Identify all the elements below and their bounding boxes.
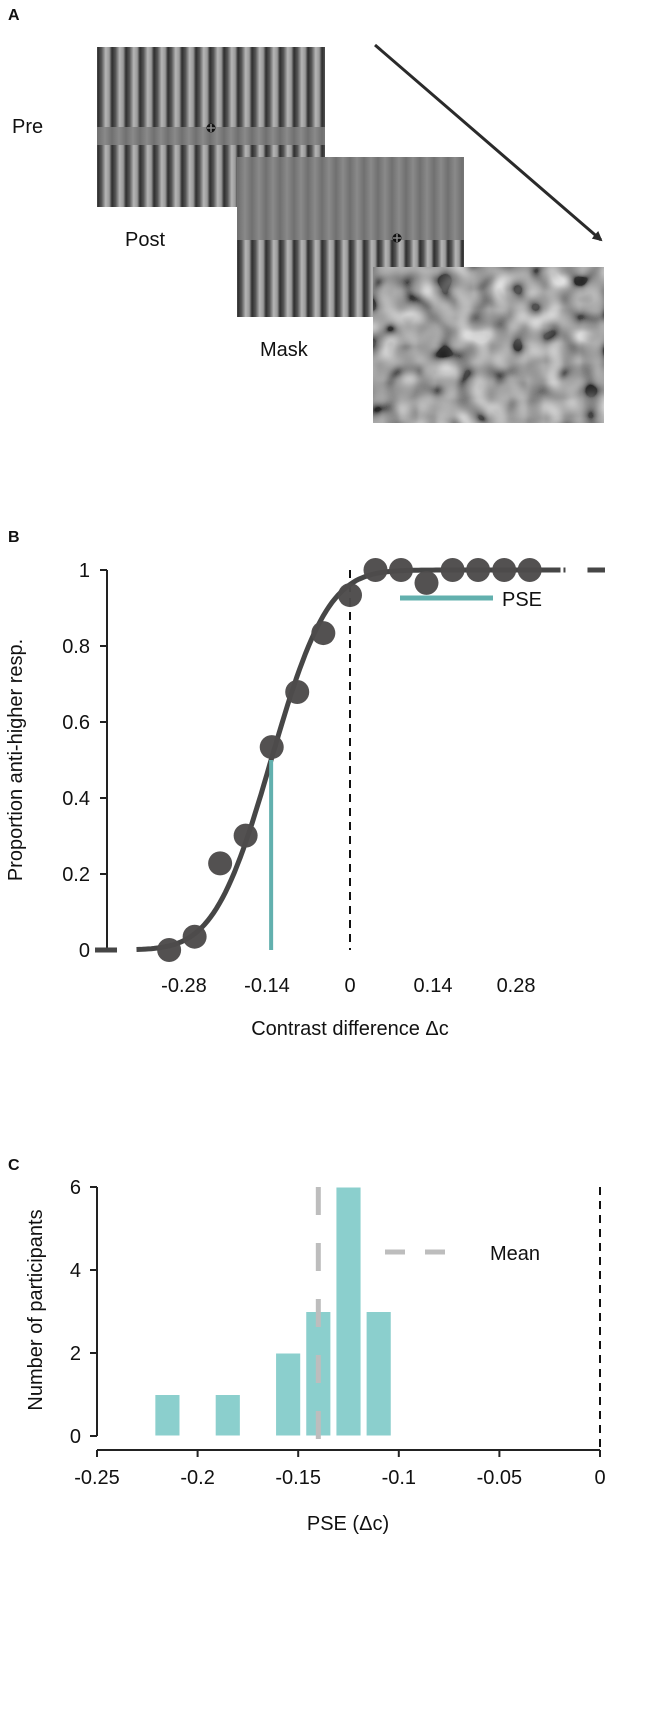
panel-a-letter: A <box>8 7 20 24</box>
y-tick-label: 2 <box>70 1343 81 1365</box>
data-point <box>338 583 362 608</box>
data-point <box>157 938 182 962</box>
data-point <box>440 558 465 582</box>
pre-grating-image <box>97 47 325 207</box>
histogram-bar <box>154 1394 181 1437</box>
histogram-bar <box>214 1394 241 1437</box>
x-tick-label: -0.1 <box>382 1467 416 1489</box>
y-tick-label: 6 <box>70 1177 81 1199</box>
data-point <box>285 679 310 704</box>
data-point <box>208 851 233 876</box>
y-tick-label: 0.6 <box>62 712 90 734</box>
psychometric-fit-curve <box>136 567 561 952</box>
data-point <box>259 735 284 760</box>
legend-mean-label: Mean <box>490 1243 540 1265</box>
data-point <box>492 558 517 582</box>
y-axis-label: Proportion anti-higher resp. <box>5 639 27 881</box>
x-tick-label: -0.25 <box>74 1467 120 1489</box>
panel-c-letter: C <box>8 1157 20 1174</box>
x-tick-label: -0.28 <box>161 975 207 997</box>
panel-b-letter: B <box>8 529 20 546</box>
y-tick-label: 0.2 <box>62 864 90 886</box>
pre-label: Pre <box>12 116 43 138</box>
data-point <box>517 558 542 582</box>
histogram-bar <box>335 1186 362 1437</box>
post-label: Post <box>125 229 165 251</box>
x-tick-label: -0.15 <box>275 1467 321 1489</box>
data-point <box>414 570 439 595</box>
pse-histogram: 0 2 4 6 -0.25 -0.2 -0.15 -0.1 -0.05 0 PSE (Δc) Numb… <box>25 1177 606 1535</box>
y-tick-label: 0.8 <box>62 636 90 658</box>
y-tick-label: 0.4 <box>62 788 90 810</box>
x-tick-label: 0 <box>344 975 355 997</box>
legend-pse-label: PSE <box>502 589 542 611</box>
fixation-icon <box>206 123 216 133</box>
data-point <box>363 558 388 582</box>
data-point <box>182 924 207 949</box>
x-tick-label: -0.05 <box>477 1467 523 1489</box>
x-tick-label: -0.14 <box>244 975 290 997</box>
fixation-icon <box>392 233 402 243</box>
histogram-bar <box>275 1352 302 1437</box>
data-point <box>466 558 491 582</box>
y-tick-label: 0 <box>70 1426 81 1448</box>
x-tick-label: 0.14 <box>414 975 453 997</box>
y-tick-label: 4 <box>70 1260 81 1282</box>
psychometric-chart: 0 0.2 0.4 0.6 0.8 1 -0.28 -0.14 0 0.14 0.28 Contras… <box>5 558 605 1040</box>
x-axis-label: Contrast difference Δc <box>251 1018 449 1040</box>
x-tick-label: 0.28 <box>497 975 536 997</box>
data-point <box>388 558 413 582</box>
y-axis-label: Number of participants <box>25 1209 47 1410</box>
x-axis-label: PSE (Δc) <box>307 1513 389 1535</box>
mask-noise-image <box>373 267 604 423</box>
time-arrow <box>374 43 603 242</box>
x-tick-label: 0 <box>594 1467 605 1489</box>
y-tick-label: 1 <box>79 560 90 582</box>
data-point <box>233 823 258 848</box>
y-tick-label: 0 <box>79 940 90 962</box>
x-tick-label: -0.2 <box>180 1467 214 1489</box>
histogram-bar <box>365 1311 392 1437</box>
data-point <box>311 621 336 646</box>
mask-label: Mask <box>260 339 309 361</box>
